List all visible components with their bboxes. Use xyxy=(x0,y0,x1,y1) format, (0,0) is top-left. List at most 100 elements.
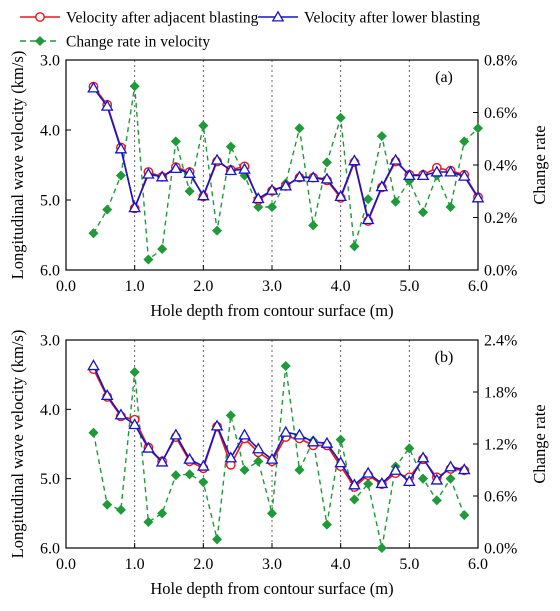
x-tick-label: 4.0 xyxy=(331,556,351,573)
x-tick-label: 5.0 xyxy=(399,556,419,573)
series-change-rate xyxy=(88,360,470,554)
data-point xyxy=(294,464,305,476)
data-point xyxy=(129,367,140,378)
chart-panel-b: 0.0 1.0 2.0 3.0 4.0 5.0 6.03.04.05.06.0 0.0%0.6… xyxy=(8,330,549,598)
y-tick-label: 3.0 xyxy=(40,333,60,350)
data-point xyxy=(225,141,236,152)
data-point xyxy=(155,455,169,467)
y2-tick-label: 0.2% xyxy=(484,210,517,227)
data-point xyxy=(459,510,470,521)
data-point xyxy=(389,463,402,475)
data-point xyxy=(102,204,113,215)
y2-tick-label: 0.0% xyxy=(484,263,517,280)
data-point xyxy=(169,428,183,440)
data-point xyxy=(224,164,238,176)
data-point xyxy=(210,153,224,165)
series-adjacent-blasting xyxy=(88,81,483,226)
y-tick-label: 6.0 xyxy=(40,263,60,280)
data-point xyxy=(225,410,236,421)
x-tick-label: 2.0 xyxy=(193,278,213,295)
data-point xyxy=(128,418,141,430)
y2-tick-label: 1.2% xyxy=(484,437,517,454)
data-point xyxy=(293,170,306,182)
data-point xyxy=(155,170,169,182)
data-point xyxy=(253,456,264,467)
data-point xyxy=(143,254,154,265)
series-line xyxy=(92,368,465,489)
legend-marker xyxy=(271,10,285,22)
x-tick-label: 5.0 xyxy=(399,278,419,295)
data-point xyxy=(376,131,387,142)
data-point xyxy=(376,542,387,554)
data-point xyxy=(457,169,471,181)
y2-axis-title: Change rate xyxy=(530,125,549,204)
data-point xyxy=(100,99,114,111)
data-point xyxy=(335,434,346,445)
y2-tick-label: 0.8% xyxy=(484,53,517,70)
data-point xyxy=(88,427,99,438)
data-point xyxy=(430,165,444,177)
y2-tick-label: 0.6% xyxy=(484,489,517,506)
legend-marker xyxy=(34,35,46,47)
data-point xyxy=(157,508,168,519)
data-point xyxy=(334,456,347,468)
legend: Velocity after adjacent blasting Velocity… xyxy=(20,10,480,51)
series-lower-blasting xyxy=(87,81,485,225)
series-line xyxy=(92,365,465,487)
y-tick-label: 4.0 xyxy=(40,123,60,140)
data-point xyxy=(348,154,361,166)
data-point xyxy=(404,443,415,454)
data-point xyxy=(239,464,250,476)
data-point xyxy=(251,442,265,454)
legend-label: Velocity after lower blasting xyxy=(304,10,480,27)
x-tick-label: 6.0 xyxy=(468,556,488,573)
y-tick-label: 3.0 xyxy=(40,53,60,70)
x-tick-label: 1.0 xyxy=(125,556,145,573)
data-point xyxy=(102,499,113,510)
x-tick-label: 1.0 xyxy=(125,278,145,295)
y-tick-label: 6.0 xyxy=(40,541,60,558)
chart-panel-a: 0.0 1.0 2.0 3.0 4.0 5.0 6.03.04.05.06.0 0.0%0.2… xyxy=(8,51,549,320)
series-change-rate xyxy=(88,81,484,265)
data-point xyxy=(115,504,126,515)
y-tick-label: 4.0 xyxy=(40,402,60,419)
data-point xyxy=(472,123,484,134)
data-point xyxy=(280,360,291,372)
data-point xyxy=(142,441,155,453)
data-point xyxy=(253,201,264,213)
data-point xyxy=(184,469,195,480)
data-point xyxy=(265,452,279,464)
x-axis-title: Hole depth from contour surface (m) xyxy=(150,579,393,598)
data-point xyxy=(416,451,430,463)
data-point xyxy=(361,213,375,225)
panel-label: (a) xyxy=(435,69,453,86)
data-point xyxy=(157,243,168,255)
y-axis-title: Longitudinal wave velocity (km/s) xyxy=(8,330,27,559)
data-point xyxy=(308,220,319,231)
series-line xyxy=(92,86,479,224)
x-tick-label: 3.0 xyxy=(262,556,282,573)
data-point xyxy=(87,81,100,93)
data-point xyxy=(251,192,265,204)
data-point xyxy=(266,508,278,519)
y2-tick-label: 0.0% xyxy=(484,541,517,558)
data-point xyxy=(375,477,389,489)
data-point xyxy=(170,470,181,481)
data-point xyxy=(266,201,278,213)
data-point xyxy=(334,189,347,202)
y-axis-title: Longitudinal wave velocity (km/s) xyxy=(8,51,27,280)
data-point xyxy=(306,435,320,447)
data-point xyxy=(279,425,293,437)
data-point xyxy=(183,452,196,464)
data-point xyxy=(114,408,128,420)
data-point xyxy=(279,179,293,191)
data-point xyxy=(445,201,456,213)
data-point xyxy=(210,419,224,431)
data-point xyxy=(100,388,114,401)
y2-tick-label: 1.8% xyxy=(484,385,517,402)
data-point xyxy=(375,180,389,192)
data-point xyxy=(444,460,457,472)
y2-axis-title: Change rate xyxy=(530,404,549,483)
legend-marker xyxy=(35,12,45,22)
data-point xyxy=(197,459,210,471)
